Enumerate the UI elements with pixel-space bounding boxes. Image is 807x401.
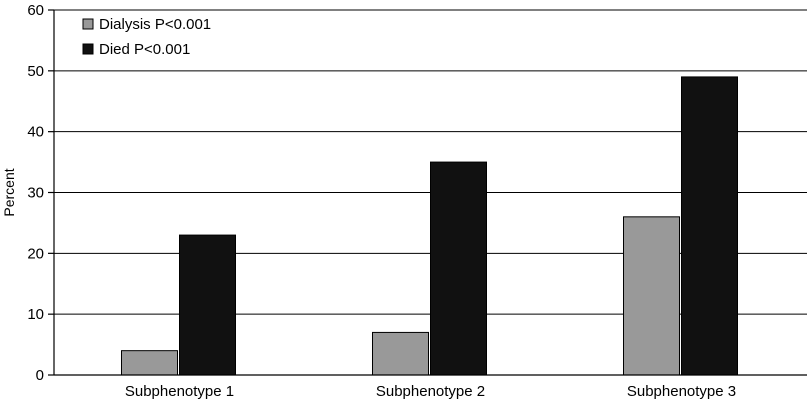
y-tick-label: 40: [27, 124, 44, 141]
y-axis: 0 10 20 30 40 50 60: [27, 2, 55, 384]
bar-dialysis-2: [372, 331, 429, 376]
legend: Dialysis P<0.001 Died P<0.001: [82, 16, 211, 58]
bars: [121, 76, 738, 376]
bar-died-2: [430, 161, 487, 376]
y-tick-label: 10: [27, 306, 44, 323]
y-axis-title: Percent: [1, 168, 17, 216]
y-tick-label: 20: [27, 245, 44, 262]
y-tick-label: 30: [27, 185, 44, 202]
x-tick-label: Subphenotype 2: [376, 383, 485, 400]
y-tick-label: 60: [27, 2, 44, 19]
bar-dialysis-1: [121, 350, 178, 376]
legend-label-died: Died P<0.001: [99, 41, 190, 58]
bar-dialysis-3: [623, 216, 680, 376]
y-tick-label: 0: [36, 367, 44, 384]
legend-label-dialysis: Dialysis P<0.001: [99, 16, 211, 33]
x-tick-label: Subphenotype 3: [627, 383, 736, 400]
x-tick-label: Subphenotype 1: [125, 383, 234, 400]
y-tick-label: 50: [27, 63, 44, 80]
legend-swatch-dialysis: [82, 18, 94, 30]
bar-died-1: [179, 234, 236, 376]
x-axis: Subphenotype 1 Subphenotype 2 Subphenotype…: [54, 374, 807, 400]
bar-died-3: [681, 76, 738, 376]
legend-swatch-died: [82, 43, 94, 55]
